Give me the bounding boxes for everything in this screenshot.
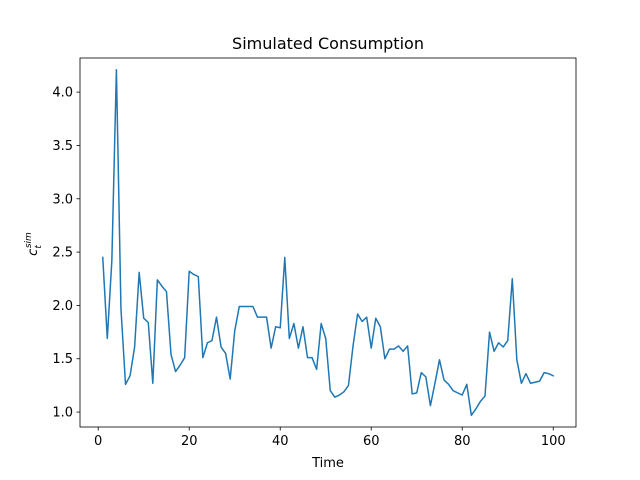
plot-area: 0 20 40 60 80 100 1.0 1.5 2.0 2.5 3.0 3.5 4.0 — [52, 57, 577, 449]
y-tick-label: 1.0 — [52, 406, 73, 421]
y-tick-label: 3.5 — [52, 139, 73, 154]
series-line-0 — [101, 68, 555, 417]
x-tick-label: 0 — [94, 434, 102, 449]
y-axis-title-superscript: sim — [24, 232, 34, 248]
chart-title: Simulated Consumption — [232, 34, 424, 53]
x-axis-title: Time — [311, 456, 344, 471]
y-tick-label: 2.5 — [52, 246, 73, 261]
y-axis-title: ctsim — [24, 232, 44, 256]
y-tick-label: 3.0 — [52, 192, 73, 207]
x-tick-label: 40 — [272, 434, 289, 449]
x-tick-label: 100 — [541, 434, 566, 449]
x-tick-label: 80 — [454, 434, 471, 449]
x-tick-label: 20 — [181, 434, 198, 449]
y-axis-title-subscript: t — [34, 245, 44, 249]
y-axis-title-base: c — [26, 249, 41, 256]
y-tick-label: 4.0 — [52, 86, 73, 101]
x-tick-label: 60 — [363, 434, 380, 449]
plot-frame — [79, 57, 577, 428]
y-tick-label: 2.0 — [52, 299, 73, 314]
y-tick-label: 1.5 — [52, 352, 73, 367]
